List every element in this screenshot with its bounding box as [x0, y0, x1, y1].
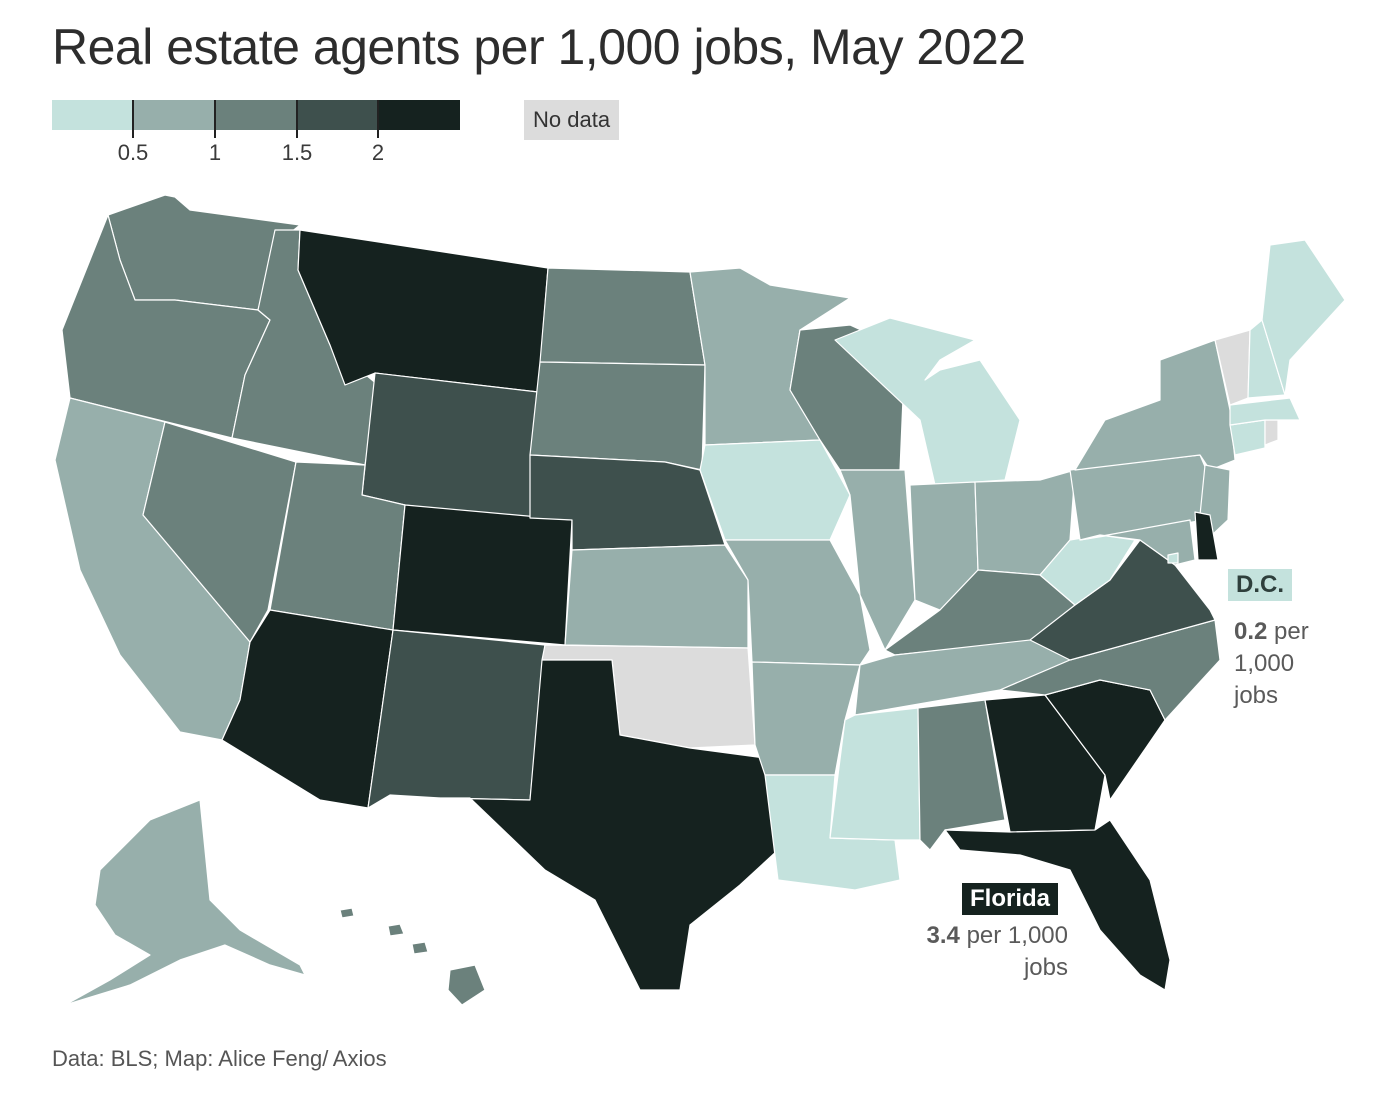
legend-tick-mark: [377, 100, 379, 138]
state-maine: [1261, 239, 1346, 396]
state-louisiana: [764, 774, 901, 891]
state-iowa: [699, 439, 851, 541]
dc-value: 0.2: [1234, 618, 1268, 645]
state-new-york: [1074, 339, 1236, 471]
state-massachusetts: [1229, 397, 1301, 426]
dc-callout-value: 0.2 per 1,000 jobs: [1234, 616, 1309, 712]
dc-unit: 1,000: [1234, 650, 1295, 677]
legend-tick-label: 1.5: [281, 140, 313, 165]
legend-tick-label: 1: [208, 140, 222, 165]
state-florida: [944, 819, 1171, 991]
dc-unit: jobs: [1234, 682, 1279, 709]
legend-bin-2: [133, 100, 216, 130]
state-rhode-island: [1264, 419, 1279, 446]
dc-callout-label: D.C.: [1228, 569, 1292, 601]
state-colorado: [392, 504, 573, 646]
dc-unit: per: [1267, 618, 1309, 645]
florida-unit: jobs: [1023, 954, 1068, 981]
state-delaware: [1194, 511, 1219, 561]
florida-callout-value: 3.4 per 1,000 jobs: [898, 920, 1068, 984]
state-new-mexico: [367, 629, 546, 809]
page-title: Real estate agents per 1,000 jobs, May 2…: [52, 19, 1026, 75]
legend-bin-5: [378, 100, 460, 130]
legend-tick-label: 2: [371, 140, 385, 165]
legend-tick-mark: [214, 100, 216, 138]
state-connecticut: [1229, 419, 1266, 456]
legend-bin-4: [296, 100, 379, 130]
state-maryland: [1079, 519, 1196, 566]
source-note: Data: BLS; Map: Alice Feng/ Axios: [52, 1046, 387, 1071]
state-missouri: [724, 539, 871, 666]
state-north-dakota: [539, 267, 706, 366]
state-south-dakota: [529, 361, 706, 471]
legend-bin-3: [215, 100, 297, 130]
state-kansas: [564, 544, 749, 649]
state-west-virginia: [1039, 534, 1136, 606]
state-michigan: [834, 317, 1021, 486]
state-alaska: [64, 799, 306, 1006]
florida-unit: per 1,000: [959, 922, 1068, 949]
state-georgia: [984, 694, 1106, 833]
state-dc: [1167, 552, 1179, 564]
state-hawaii: [339, 907, 486, 1006]
legend-tick-label: 0.5: [117, 140, 149, 165]
legend-tick-mark: [296, 100, 298, 138]
state-nevada: [142, 421, 297, 643]
state-wyoming: [361, 372, 539, 521]
legend-bin-1: [52, 100, 134, 130]
legend-color-bar: [52, 100, 460, 130]
florida-callout-label: Florida: [962, 883, 1059, 915]
state-texas: [439, 659, 779, 991]
florida-value: 3.4: [926, 922, 960, 949]
legend-tick-mark: [132, 100, 134, 138]
state-mississippi: [829, 707, 921, 841]
legend-no-data: No data: [524, 100, 620, 140]
